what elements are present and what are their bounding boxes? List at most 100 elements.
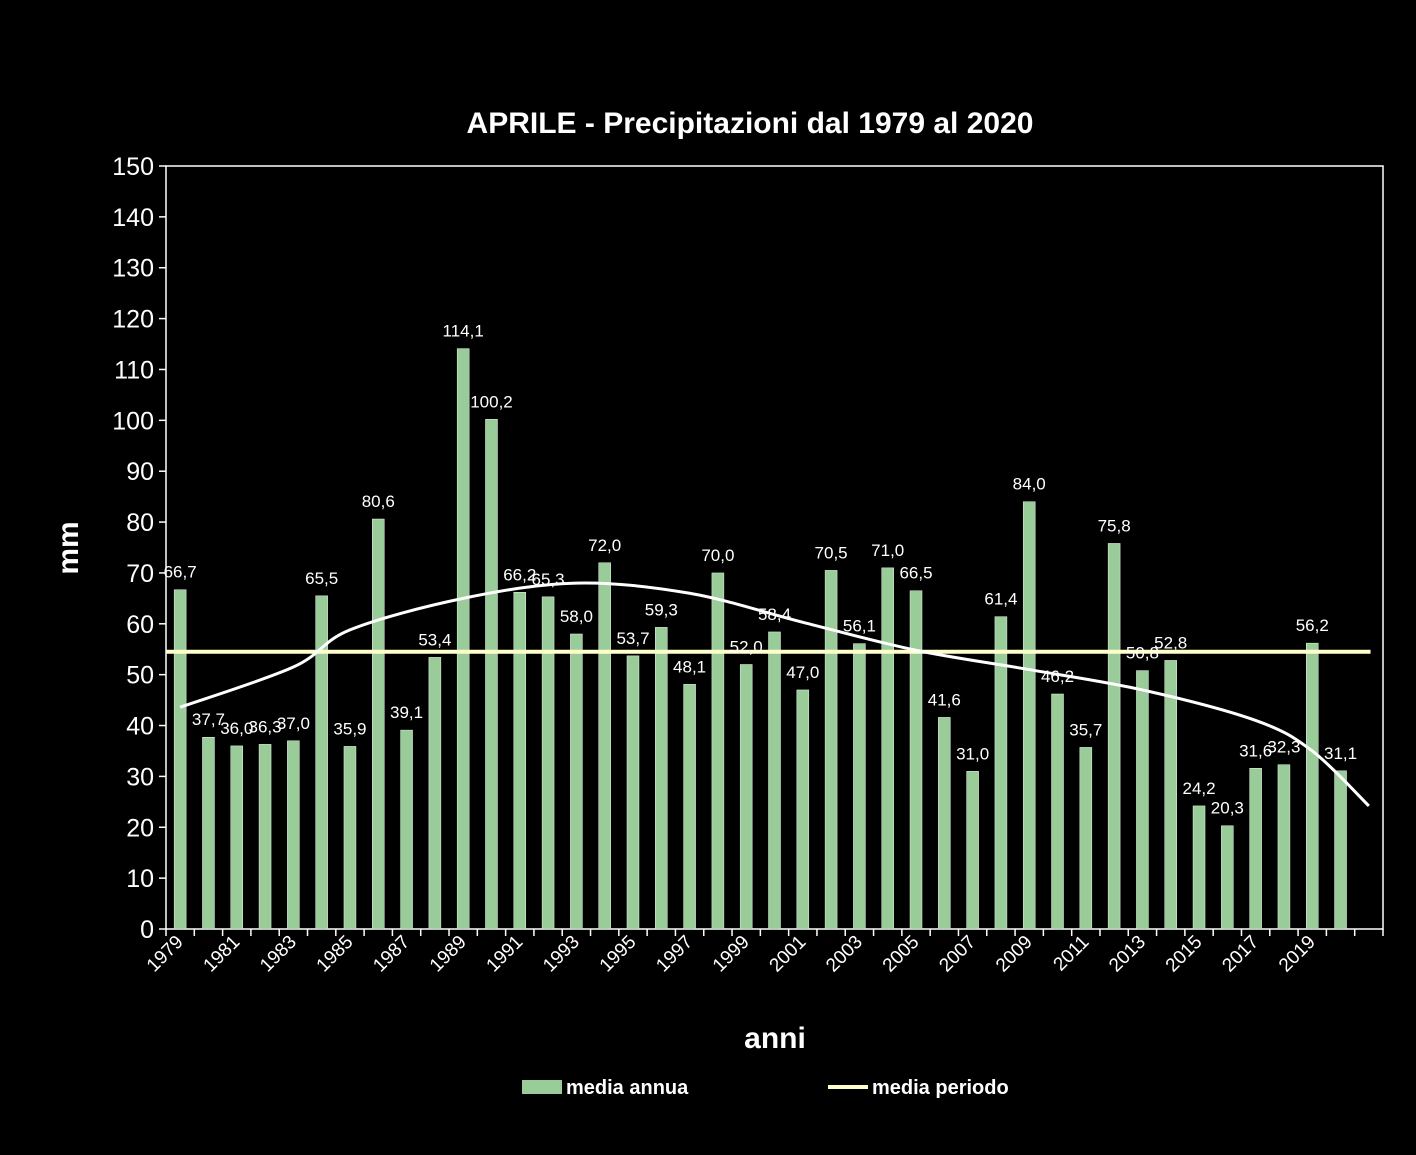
data-label-2004: 71,0: [871, 541, 904, 560]
y-tick-label: 80: [126, 509, 154, 537]
y-tick-label: 110: [114, 356, 154, 384]
bar-1980: [202, 736, 215, 930]
y-tick-label: 50: [126, 662, 154, 690]
bar-1982: [258, 744, 272, 930]
bar-1987: [400, 729, 413, 930]
data-label-1981: 36,0: [220, 719, 253, 738]
bar-2008: [994, 616, 1008, 930]
bar-2020: [1334, 770, 1347, 930]
bar-1998: [711, 572, 725, 930]
y-tick-label: 130: [112, 255, 154, 283]
y-tick-label: 150: [112, 153, 154, 181]
bar-2019: [1305, 642, 1319, 930]
data-label-2008: 61,4: [984, 590, 1017, 609]
x-tick-label: 2007: [935, 932, 980, 977]
data-label-2001: 47,0: [786, 663, 819, 682]
bar-2009: [1022, 501, 1036, 930]
data-label-2003: 56,1: [843, 617, 876, 636]
data-label-1994: 72,0: [588, 536, 621, 555]
data-label-2017: 31,6: [1239, 741, 1272, 760]
bar-1981: [230, 745, 244, 930]
data-label-2010: 46,2: [1041, 667, 1074, 686]
bar-2016: [1221, 825, 1234, 930]
data-label-1980: 37,7: [192, 710, 225, 729]
bar-2013: [1136, 670, 1149, 930]
data-label-2009: 84,0: [1013, 475, 1046, 494]
bar-2003: [853, 643, 866, 930]
x-tick-label: 2011: [1050, 932, 1094, 976]
bar-1992: [541, 596, 555, 930]
data-label-1999: 52,0: [730, 637, 763, 656]
data-label-1993: 58,0: [560, 607, 593, 626]
bar-2000: [768, 631, 781, 930]
bar-2010: [1051, 693, 1064, 930]
bar-1999: [739, 664, 753, 930]
bar-1983: [287, 740, 300, 930]
x-tick-label: 1985: [313, 932, 358, 977]
data-label-1987: 39,1: [390, 703, 423, 722]
x-tick-label: 1987: [369, 932, 414, 977]
bar-1996: [655, 627, 668, 930]
data-label-2015: 24,2: [1182, 779, 1215, 798]
y-tick-label: 60: [126, 611, 154, 639]
data-label-1991: 66,2: [503, 565, 536, 584]
x-tick-label: 2019: [1275, 932, 1320, 977]
bar-1979: [173, 589, 187, 930]
data-label-2020: 31,1: [1324, 744, 1357, 763]
legend-swatch-media-annua: [522, 1080, 562, 1094]
x-tick-label: 2001: [766, 932, 811, 977]
x-tick-label: 1999: [709, 932, 754, 977]
bar-2005: [909, 590, 923, 930]
data-label-1985: 35,9: [333, 719, 366, 738]
trend-line: [179, 581, 1370, 807]
x-tick-label: 2017: [1218, 932, 1263, 977]
data-label-1990: 100,2: [470, 392, 513, 411]
y-tick-label: 40: [126, 713, 154, 741]
data-label-1997: 48,1: [673, 657, 706, 676]
bar-1989: [456, 348, 470, 930]
y-tick-label: 30: [126, 763, 154, 791]
bar-1993: [570, 633, 583, 930]
bar-1995: [626, 655, 640, 930]
y-tick-label: 140: [112, 204, 154, 232]
bar-2004: [881, 567, 894, 930]
bar-2017: [1249, 768, 1262, 930]
data-label-2002: 70,5: [815, 543, 848, 562]
bar-1986: [372, 518, 385, 930]
data-label-2007: 31,0: [956, 744, 989, 763]
x-tick-label: 1991: [483, 932, 528, 977]
bar-2002: [824, 570, 838, 930]
bar-1990: [485, 419, 498, 930]
data-label-1983: 37,0: [277, 714, 310, 733]
bar-2018: [1277, 764, 1291, 930]
y-tick-label: 90: [126, 458, 154, 486]
x-tick-label: 1983: [256, 932, 301, 977]
data-label-2016: 20,3: [1211, 799, 1244, 818]
data-label-2000: 58,4: [758, 605, 791, 624]
y-axis-label: mm: [52, 521, 85, 574]
legend-label-media-annua: media annua: [566, 1077, 689, 1099]
data-label-1984: 65,5: [305, 569, 338, 588]
x-tick-label: 1981: [200, 932, 245, 977]
data-label-2013: 50,8: [1126, 644, 1159, 663]
x-tick-label: 2005: [879, 932, 924, 977]
bar-1991: [513, 592, 527, 930]
data-label-1992: 65,3: [532, 570, 565, 589]
bar-1997: [683, 684, 696, 930]
x-tick-label: 2015: [1162, 932, 1207, 977]
legend-label-media-periodo: media periodo: [872, 1077, 1009, 1099]
data-label-1995: 53,7: [616, 629, 649, 648]
y-tick-label: 20: [126, 814, 154, 842]
bar-2001: [796, 689, 810, 930]
bar-2006: [938, 717, 951, 930]
x-tick-label: 1995: [596, 932, 641, 977]
bar-1984: [315, 595, 328, 930]
bar-1988: [428, 657, 442, 930]
x-tick-label: 2013: [1105, 932, 1150, 977]
data-label-1979: 66,7: [164, 563, 197, 582]
data-label-1998: 70,0: [701, 546, 734, 565]
data-label-2019: 56,2: [1296, 616, 1329, 635]
data-label-1982: 36,3: [249, 717, 282, 736]
data-label-1986: 80,6: [362, 492, 395, 511]
data-label-2014: 52,8: [1154, 633, 1187, 652]
